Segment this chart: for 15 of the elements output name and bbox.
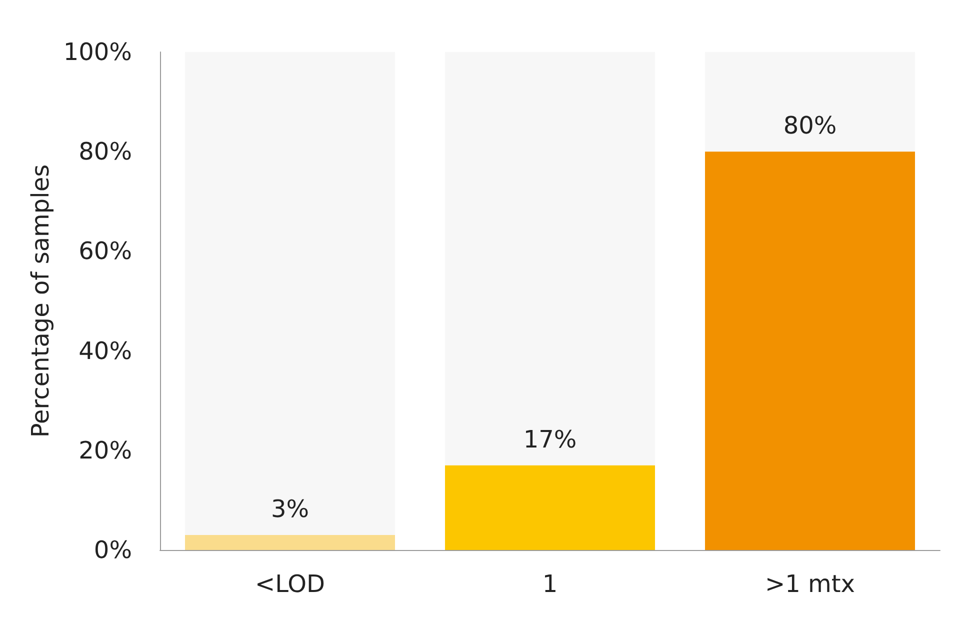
y-tick-label: 100% (63, 38, 132, 66)
bar (185, 535, 395, 550)
y-tick-label: 0% (94, 536, 132, 564)
y-tick-label: 60% (78, 237, 132, 266)
x-tick-label: 1 (542, 570, 558, 598)
y-axis-title: Percentage of samples (26, 164, 54, 438)
y-tick-label: 80% (78, 138, 132, 166)
x-tick-label: >1 mtx (765, 570, 855, 598)
data-label: 17% (523, 425, 577, 454)
y-tick-label: 20% (78, 436, 132, 464)
data-label: 3% (270, 495, 310, 524)
bar (445, 465, 655, 550)
data-label: 80% (783, 112, 837, 140)
y-tick-label: 40% (78, 336, 132, 365)
x-tick-label: <LOD (255, 570, 325, 598)
